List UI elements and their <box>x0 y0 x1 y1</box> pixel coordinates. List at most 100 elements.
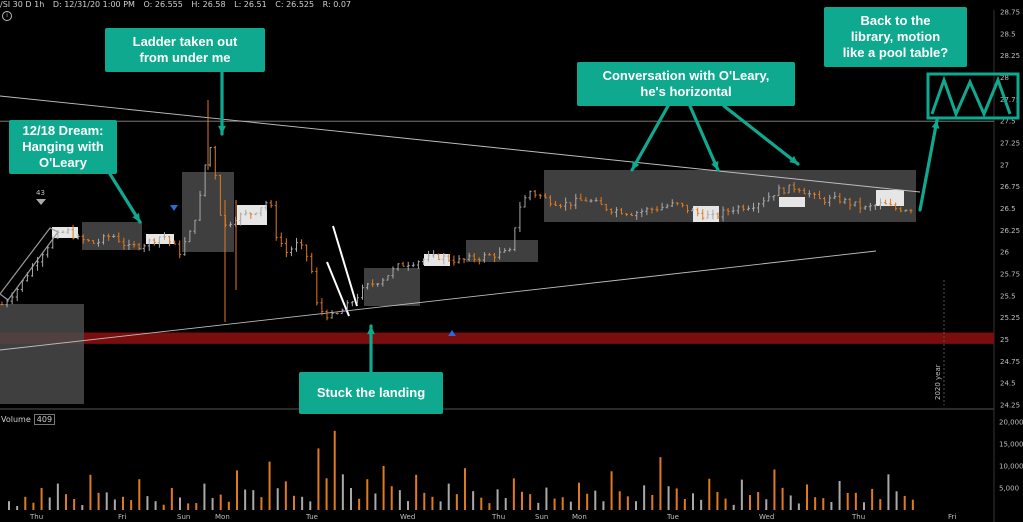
range-box <box>146 234 174 244</box>
consolidation-box <box>466 240 538 262</box>
price-tick-label: 27 <box>1000 161 1009 169</box>
range-box <box>779 197 805 207</box>
volume-series <box>8 430 914 510</box>
trendlines <box>0 95 921 351</box>
x-tick-label: Wed <box>400 513 415 521</box>
consolidation-box <box>364 268 420 306</box>
consolidation-box <box>82 222 142 250</box>
range-box <box>876 190 904 206</box>
volume-bar <box>89 474 92 510</box>
axes: 28.75 28.5 28.25 28 27.75 27.5 27.25 27 26.75 26.… <box>29 9 1023 522</box>
volume-bar <box>626 496 629 510</box>
price-tick-label: 26.5 <box>1000 205 1016 213</box>
price-tick-label: 28.25 <box>1000 52 1020 60</box>
consolidation-box <box>0 304 84 404</box>
volume-label: Volume 409 <box>1 414 56 425</box>
volume-bar <box>146 496 149 510</box>
volume-bar <box>765 499 768 510</box>
volume-bar <box>740 479 743 510</box>
volume-bar <box>309 501 312 510</box>
callout-landing: Stuck the landing <box>299 372 443 414</box>
volume-bar <box>260 497 263 510</box>
consolidation-box <box>544 170 916 222</box>
volume-bar <box>651 494 654 510</box>
x-tick-label: Tue <box>305 513 318 521</box>
volume-bar <box>358 498 361 510</box>
volume-bar <box>749 495 751 510</box>
volume-bar <box>659 457 662 510</box>
volume-bar <box>16 506 19 510</box>
range-box <box>693 206 719 222</box>
volume-bar <box>879 499 882 510</box>
volume-bar <box>529 494 532 510</box>
volume-bar <box>903 495 906 510</box>
volume-bar <box>122 496 124 510</box>
volume-bar <box>586 493 589 510</box>
volume-value: 409 <box>33 414 56 425</box>
x-tick-label: Thu <box>491 513 505 521</box>
volume-bar <box>179 497 181 510</box>
volume-bar <box>32 502 35 510</box>
volume-bar <box>341 474 344 510</box>
blue-down-marker <box>170 205 178 211</box>
volume-bar <box>203 483 206 510</box>
volume-bar <box>683 498 686 510</box>
volume-bar <box>154 501 157 510</box>
channel-outline <box>0 227 59 301</box>
volume-bar <box>81 505 84 510</box>
volume-bar <box>724 498 727 510</box>
volume-bar <box>97 492 100 510</box>
volume-bar <box>293 495 295 510</box>
volume-bar <box>464 468 466 510</box>
volume-bar <box>423 492 426 510</box>
volume-bar <box>325 478 328 510</box>
volume-bar <box>439 501 442 510</box>
volume-bar <box>219 494 222 510</box>
volume-bar <box>732 504 735 510</box>
volume-bar <box>618 491 621 510</box>
volume-bar <box>382 466 385 510</box>
price-tick-label: 28 <box>1000 74 1009 82</box>
volume-bar <box>700 499 703 510</box>
volume-bar <box>846 492 849 510</box>
x-tick-label: Thu <box>851 513 865 521</box>
volume-bar <box>561 497 564 510</box>
volume-bar <box>675 488 678 510</box>
volume-bar <box>797 503 800 510</box>
callout-dream-text: 12/18 Dream: Hanging with O'Leary <box>22 123 104 170</box>
callout-library: Back to the library, motion like a pool … <box>824 7 967 67</box>
price-tick-label: 26 <box>1000 249 1009 257</box>
arrow-landing-head <box>367 326 375 335</box>
arrow-library <box>918 118 939 212</box>
volume-bar <box>806 484 808 510</box>
open-label: O: 26.555 <box>143 0 183 9</box>
volume-bar <box>73 499 76 510</box>
volume-bar <box>40 488 43 510</box>
arrow-conv-3 <box>722 104 800 166</box>
volume-bar <box>537 502 540 510</box>
callout-conversation-text: Conversation with O'Leary, he's horizont… <box>602 68 770 99</box>
callout-conversation: Conversation with O'Leary, he's horizont… <box>577 62 795 106</box>
volume-bar <box>244 489 247 510</box>
volume-bar <box>635 501 637 510</box>
volume-bar <box>692 493 694 510</box>
consolidation-boxes <box>0 170 916 404</box>
price-tick-label: 28.75 <box>1000 9 1020 17</box>
volume-bar <box>667 486 670 510</box>
volume-bar <box>407 501 409 510</box>
arrow-ladder-head <box>218 125 226 134</box>
price-tick-label: 27.75 <box>1000 96 1020 104</box>
candlestick-series: 43 <box>0 100 913 336</box>
arrow-library-head <box>931 120 940 129</box>
volume-bar <box>822 498 825 510</box>
volume-bar <box>162 504 165 510</box>
callout-ladder: Ladder taken out from under me <box>105 28 265 72</box>
volume-tick-label: 15,000 <box>999 441 1023 449</box>
volume-bar <box>512 478 515 510</box>
support-band <box>0 332 994 344</box>
info-icon[interactable]: i <box>2 11 12 21</box>
down-marker <box>36 199 46 205</box>
arrow-conv-1 <box>630 104 670 172</box>
volume-bar <box>56 483 59 510</box>
